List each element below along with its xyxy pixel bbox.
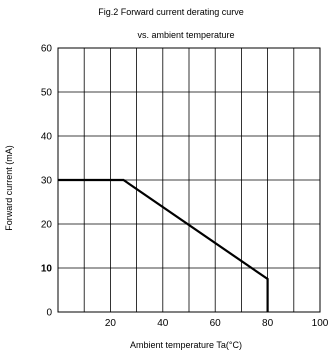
y-tick-labels: 0 10 20 30 40 50 60 bbox=[41, 44, 53, 319]
series bbox=[58, 178, 269, 312]
y-tick-label: 10 bbox=[41, 264, 53, 275]
y-tick-label: 30 bbox=[41, 176, 53, 187]
x-tick-labels: 20 40 60 80 100 bbox=[105, 318, 329, 329]
x-tick-label: 60 bbox=[210, 318, 222, 329]
y-tick-label: 0 bbox=[46, 308, 52, 319]
y-tick-label: 40 bbox=[41, 132, 53, 143]
x-tick-label: 20 bbox=[105, 318, 117, 329]
x-tick-label: 100 bbox=[312, 318, 329, 329]
chart-subtitle: vs. ambient temperature bbox=[137, 30, 234, 40]
y-axis-label: Forward current (mA) bbox=[4, 145, 14, 231]
x-axis-label: Ambient temperature Ta(°C) bbox=[130, 340, 242, 350]
x-tick-label: 80 bbox=[262, 318, 274, 329]
chart-title: Fig.2 Forward current derating curve bbox=[98, 7, 244, 17]
y-tick-label: 60 bbox=[41, 44, 53, 55]
derating-curve-line bbox=[58, 178, 269, 312]
y-tick-label: 50 bbox=[41, 88, 53, 99]
y-tick-label: 20 bbox=[41, 220, 53, 231]
x-tick-label: 40 bbox=[157, 318, 169, 329]
